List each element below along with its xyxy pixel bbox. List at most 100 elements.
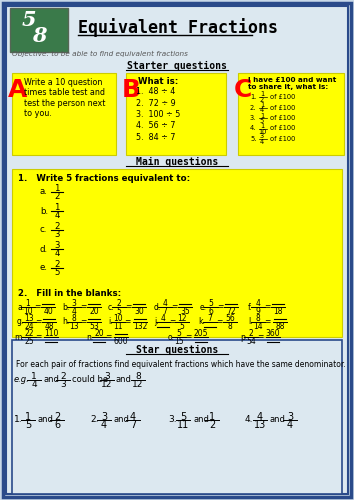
Text: =: = bbox=[34, 302, 40, 312]
Text: 2.  72 ÷ 9: 2. 72 ÷ 9 bbox=[136, 98, 176, 108]
Text: 22: 22 bbox=[24, 329, 34, 338]
FancyBboxPatch shape bbox=[12, 340, 342, 494]
Text: 4: 4 bbox=[130, 412, 136, 422]
Text: 4: 4 bbox=[162, 299, 167, 308]
Text: 2: 2 bbox=[54, 412, 60, 422]
Text: 5: 5 bbox=[209, 299, 213, 308]
Text: and: and bbox=[113, 416, 129, 424]
Text: 11: 11 bbox=[113, 322, 123, 331]
Text: 1: 1 bbox=[260, 112, 264, 118]
Text: f.: f. bbox=[248, 302, 253, 312]
Text: 8: 8 bbox=[72, 314, 76, 323]
Text: For each pair of fractions find equivalent fractions which have the same denomin: For each pair of fractions find equivale… bbox=[16, 360, 346, 369]
Text: 4: 4 bbox=[161, 314, 165, 323]
FancyBboxPatch shape bbox=[6, 6, 348, 494]
Text: 2: 2 bbox=[60, 372, 66, 381]
Text: 24: 24 bbox=[24, 322, 34, 331]
Text: 1: 1 bbox=[25, 412, 31, 422]
Text: =: = bbox=[80, 302, 86, 312]
Text: =: = bbox=[80, 318, 86, 326]
Text: b.: b. bbox=[62, 302, 69, 312]
Text: j.: j. bbox=[154, 318, 159, 326]
Text: I have £100 and want
to share it, what is:: I have £100 and want to share it, what i… bbox=[248, 77, 336, 90]
Text: =: = bbox=[171, 302, 177, 312]
Text: 7: 7 bbox=[162, 307, 167, 316]
Text: =: = bbox=[125, 302, 131, 312]
Text: b.: b. bbox=[40, 206, 48, 216]
Text: A: A bbox=[8, 78, 27, 102]
Text: 1.: 1. bbox=[14, 416, 23, 424]
Text: h.: h. bbox=[62, 318, 69, 326]
Text: 3: 3 bbox=[72, 299, 76, 308]
Text: 6: 6 bbox=[54, 420, 60, 430]
Text: and: and bbox=[270, 416, 286, 424]
Text: 1: 1 bbox=[54, 203, 60, 212]
Text: n.: n. bbox=[86, 332, 93, 342]
Text: d.: d. bbox=[154, 302, 161, 312]
Text: 88: 88 bbox=[275, 322, 285, 331]
Text: 1: 1 bbox=[260, 102, 264, 108]
Text: 3.: 3. bbox=[168, 416, 177, 424]
Text: 2: 2 bbox=[260, 97, 264, 103]
Text: =: = bbox=[35, 318, 41, 326]
Text: 3: 3 bbox=[260, 134, 264, 140]
Text: =: = bbox=[124, 318, 130, 326]
Text: 11: 11 bbox=[177, 420, 189, 430]
Text: p.: p. bbox=[240, 332, 247, 342]
Text: 4.: 4. bbox=[250, 126, 256, 132]
Text: 14: 14 bbox=[253, 322, 263, 331]
Text: e.: e. bbox=[200, 302, 207, 312]
Text: 5: 5 bbox=[54, 268, 60, 277]
Text: l.: l. bbox=[248, 318, 253, 326]
Text: 3: 3 bbox=[54, 241, 60, 250]
Text: =: = bbox=[185, 332, 191, 342]
Text: 4: 4 bbox=[260, 108, 264, 114]
Text: 8: 8 bbox=[256, 314, 261, 323]
Text: e.: e. bbox=[40, 264, 48, 272]
Text: could be: could be bbox=[72, 376, 108, 384]
Text: 1: 1 bbox=[209, 412, 215, 422]
Text: 4: 4 bbox=[54, 211, 60, 220]
FancyBboxPatch shape bbox=[238, 73, 344, 155]
Text: and: and bbox=[37, 416, 53, 424]
Text: and: and bbox=[116, 376, 132, 384]
Text: 12: 12 bbox=[177, 314, 187, 323]
Text: 8: 8 bbox=[228, 322, 232, 331]
Text: 4: 4 bbox=[287, 420, 293, 430]
Text: 12: 12 bbox=[101, 380, 113, 389]
Text: of £100: of £100 bbox=[270, 104, 295, 110]
Text: 10: 10 bbox=[23, 307, 33, 316]
Text: 4: 4 bbox=[257, 412, 263, 422]
Text: B: B bbox=[122, 78, 141, 102]
Text: 8: 8 bbox=[32, 26, 46, 46]
Text: 1: 1 bbox=[31, 372, 37, 381]
Text: 1.: 1. bbox=[250, 94, 256, 100]
Text: 4: 4 bbox=[31, 380, 37, 389]
Text: C: C bbox=[234, 78, 252, 102]
Text: =: = bbox=[264, 302, 270, 312]
Text: =: = bbox=[216, 318, 222, 326]
Text: 2: 2 bbox=[116, 299, 121, 308]
Text: 40: 40 bbox=[43, 307, 53, 316]
Text: 5.: 5. bbox=[250, 136, 256, 142]
Text: 48: 48 bbox=[44, 322, 54, 331]
Text: =: = bbox=[257, 332, 263, 342]
Text: d.: d. bbox=[40, 244, 48, 254]
Text: 3: 3 bbox=[287, 412, 293, 422]
Text: 20: 20 bbox=[89, 307, 99, 316]
Text: and: and bbox=[43, 376, 59, 384]
Text: =: = bbox=[169, 318, 175, 326]
Text: Main questions: Main questions bbox=[136, 157, 218, 167]
Text: 1.  48 ÷ 4: 1. 48 ÷ 4 bbox=[136, 87, 175, 96]
Text: 2: 2 bbox=[54, 222, 60, 231]
FancyBboxPatch shape bbox=[12, 169, 342, 337]
Text: 9: 9 bbox=[256, 307, 261, 316]
Text: 3: 3 bbox=[104, 372, 110, 381]
Text: 7: 7 bbox=[130, 420, 136, 430]
Text: =: = bbox=[105, 332, 111, 342]
Text: 1: 1 bbox=[260, 92, 264, 98]
Text: m.: m. bbox=[14, 332, 24, 342]
Text: 2: 2 bbox=[209, 420, 215, 430]
Text: 12: 12 bbox=[132, 380, 144, 389]
Text: 4.: 4. bbox=[245, 416, 253, 424]
